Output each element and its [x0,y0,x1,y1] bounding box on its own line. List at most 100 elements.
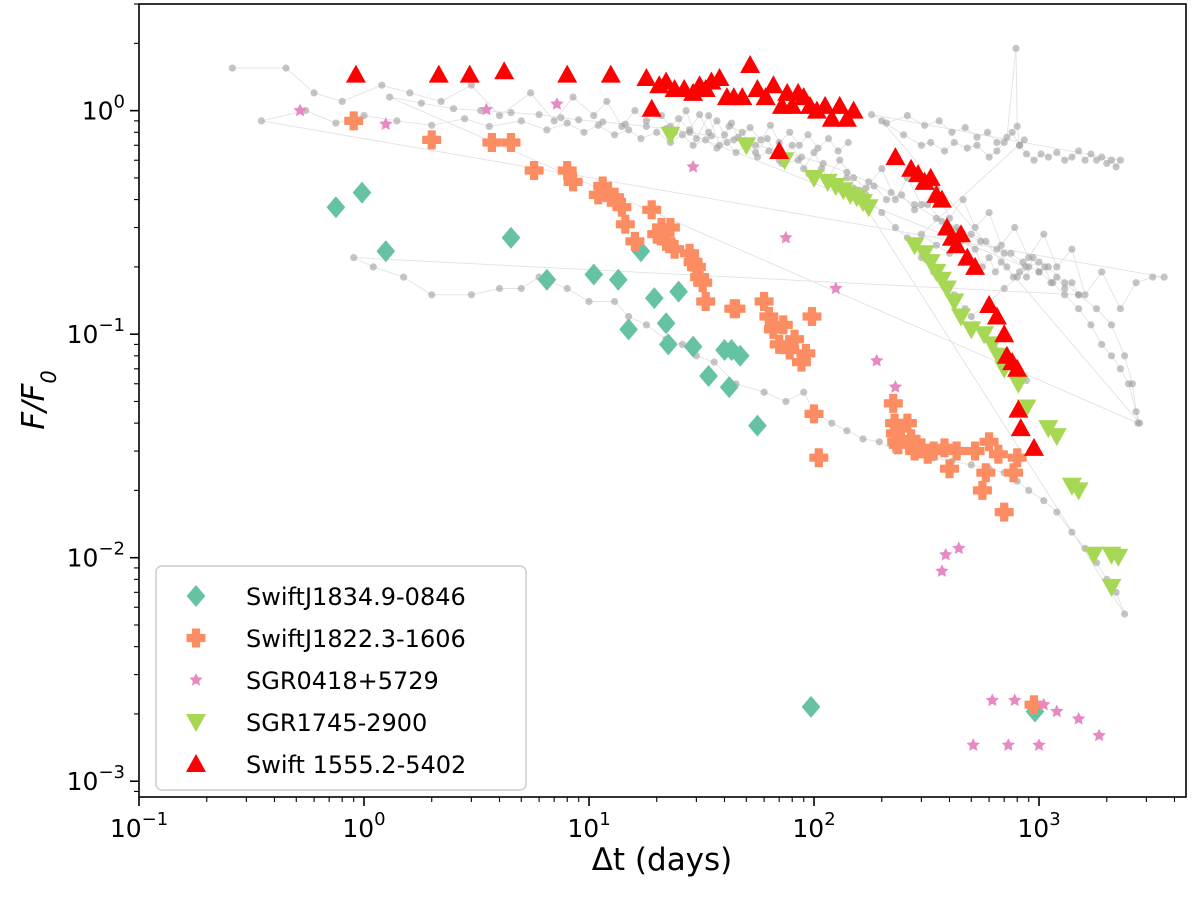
background-point [859,435,867,443]
series-markers [293,55,1129,751]
background-point [1081,156,1089,164]
data-point-triangle-up [885,147,906,166]
data-point-diamond [608,268,628,291]
background-point [940,147,949,155]
background-point [903,112,912,120]
background-point [1134,419,1142,427]
background-point [836,156,844,164]
legend-label: SGR0418+5729 [246,667,439,695]
data-point-plus [625,231,645,251]
background-point [971,245,979,253]
background-point [961,124,969,132]
legend-marker-diamond [186,585,206,607]
data-point-plus [1004,463,1023,483]
data-point-diamond [656,312,676,335]
background-point [1098,153,1106,161]
data-point-triangle-down [1016,399,1037,418]
background-point [378,81,386,89]
background-point [310,89,318,97]
background-point [485,122,493,130]
background-point [467,81,475,89]
legend-label: SwiftJ1822.3-1606 [246,625,466,653]
background-point [1098,340,1106,348]
legend-marker-triangle-up [186,754,206,772]
background-point [1081,291,1089,299]
background-point [1075,291,1083,299]
background-point [406,89,414,97]
background-point [228,64,236,72]
background-point [752,141,760,149]
background-point [887,189,895,197]
background-point [844,138,852,147]
background-point [1035,268,1043,276]
background-point [757,136,765,144]
data-point-triangle-down [660,126,681,145]
data-point-triangle-down [1046,428,1067,447]
background-point [971,223,979,232]
background-point [1112,163,1120,171]
y-tick-label: 100 [82,92,125,126]
background-point [1022,273,1031,281]
background-point [1068,245,1076,253]
data-point-star [686,159,700,173]
data-point-triangle-down [1101,578,1122,597]
background-point [702,136,710,144]
background-point [1087,321,1095,329]
background-point [760,388,768,396]
background-point [917,201,926,209]
background-point [935,117,943,125]
legend-entry: SGR0418+5729 [189,667,439,695]
background-point [753,153,762,161]
data-point-triangle-up [931,189,952,208]
data-point-triangle-down [951,308,971,327]
background-point [977,237,985,245]
data-point-star [1001,738,1015,751]
data-point-triangle-down [937,280,957,299]
background-point [1053,263,1061,271]
background-point [993,138,1001,147]
background-point [878,165,886,173]
background-point [921,121,929,129]
data-point-diamond [537,268,557,291]
background-point [585,297,593,306]
background-point [814,144,822,152]
background-point [1160,273,1168,281]
background-point [865,178,873,186]
background-point [550,117,558,125]
background-point [1000,249,1008,257]
background-point [1087,150,1095,158]
data-point-triangle-up [1008,399,1029,418]
background-point [517,284,525,293]
data-point-plus [344,111,364,131]
data-point-star [479,102,494,116]
background-point [507,109,515,117]
background-point [765,147,773,155]
background-point [959,196,967,204]
background-point [1021,263,1029,271]
background-point [870,182,878,190]
data-point-triangle-up [494,61,515,80]
background-point [386,93,394,101]
background-point [611,131,619,139]
background-point [603,97,611,105]
background-point [932,214,941,222]
data-point-plus [940,459,959,479]
background-point [642,321,651,329]
data-point-triangle-up [709,68,730,86]
data-point-plus [524,161,544,180]
background-point [1044,263,1052,271]
x-tick-label: 102 [792,809,835,843]
data-point-star [293,103,307,117]
data-point-triangle-up [641,98,662,117]
data-point-plus [972,480,992,500]
data-point-diamond [683,335,703,358]
background-point [1061,156,1069,164]
legend-label: SGR1745-2900 [246,709,427,737]
background-point [257,117,265,125]
legend-marker-triangle-down [186,714,206,732]
background-point [875,438,883,446]
data-point-diamond [699,365,718,387]
x-tick-label: 103 [1017,809,1060,843]
plot-frame [138,3,1187,798]
